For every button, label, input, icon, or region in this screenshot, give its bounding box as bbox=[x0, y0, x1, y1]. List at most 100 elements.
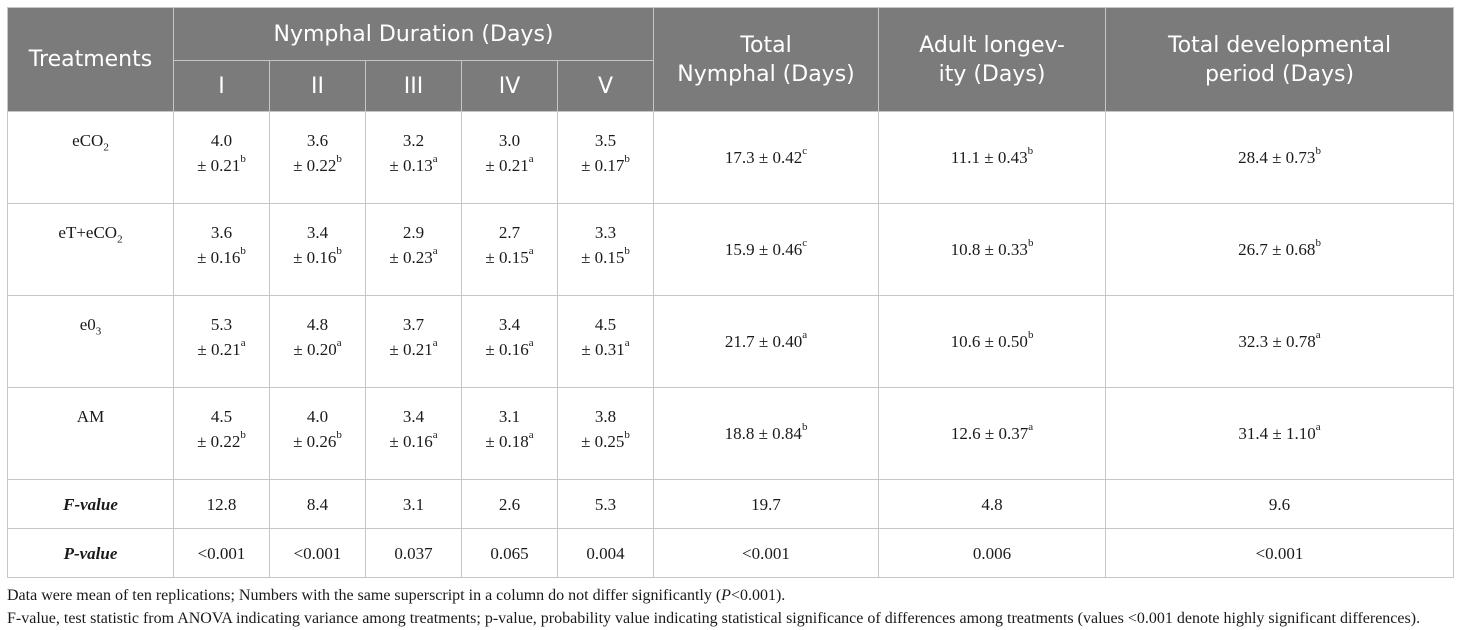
adult-longevity-cell-value: 10.8 ± 0.33 bbox=[950, 240, 1028, 259]
significance-letter: b bbox=[1315, 145, 1321, 158]
significance-letter: b bbox=[1027, 145, 1034, 158]
instar-se: ± 0.22 bbox=[197, 432, 241, 451]
significance-letter: b bbox=[336, 429, 342, 442]
significance-letter: b bbox=[240, 245, 246, 258]
instar-se: ± 0.16 bbox=[293, 248, 337, 267]
instar-cell: 3.0 ± 0.21a bbox=[461, 111, 558, 204]
header-nymphal-duration: Nymphal Duration (Days) bbox=[172, 7, 655, 61]
f-value-cell: 3.1 bbox=[365, 479, 462, 529]
f-value-cell: 12.8 bbox=[173, 479, 270, 529]
instar-cell: 3.2 ± 0.13a bbox=[365, 111, 462, 204]
instar-se: ± 0.23 bbox=[389, 248, 433, 267]
instar-se: ± 0.21 bbox=[389, 340, 433, 359]
significance-letter: b bbox=[336, 153, 342, 166]
header-adult-longevity: Adult longev-ity (Days) bbox=[878, 7, 1107, 112]
treatment-cell: AM bbox=[7, 387, 174, 480]
adult-longevity-cell: 10.6 ± 0.50b bbox=[878, 295, 1107, 388]
treatment-name: eCO bbox=[72, 131, 104, 150]
total-developmental-cell-value: 31.4 ± 1.10 bbox=[1238, 424, 1316, 443]
p-value-cell: <0.001 bbox=[1105, 528, 1455, 578]
treatment-name: e0 bbox=[79, 315, 96, 334]
instar-se: ± 0.18 bbox=[485, 432, 529, 451]
instar-mean: 2.9 bbox=[402, 223, 425, 242]
header-instar-ii: II bbox=[269, 60, 366, 112]
instar-se: ± 0.13 bbox=[389, 156, 433, 175]
instar-mean: 5.3 bbox=[210, 315, 233, 334]
header-instar-iii: III bbox=[365, 60, 462, 112]
instar-mean: 3.2 bbox=[402, 131, 425, 150]
instar-mean: 3.0 bbox=[498, 131, 521, 150]
instar-se: ± 0.31 bbox=[581, 340, 625, 359]
instar-se: ± 0.21 bbox=[197, 340, 241, 359]
instar-mean: 4.5 bbox=[594, 315, 617, 334]
treatment-cell: e03 bbox=[7, 295, 174, 388]
significance-letter: c bbox=[802, 145, 808, 158]
total-developmental-cell-value: 32.3 ± 0.78 bbox=[1238, 332, 1316, 351]
f-value-row: F-value 12.8 8.4 3.1 2.6 5.3 19.7 4.8 9.6 bbox=[7, 479, 1455, 529]
instar-mean: 3.6 bbox=[306, 131, 329, 150]
instar-se: ± 0.16 bbox=[389, 432, 433, 451]
significance-letter: b bbox=[1027, 329, 1034, 342]
total-nymphal-cell: 15.9 ± 0.46c bbox=[653, 203, 880, 296]
data-table: Treatments Nymphal Duration (Days) Total… bbox=[7, 7, 1455, 578]
instar-cell: 3.3 ± 0.15b bbox=[556, 203, 655, 296]
instar-cell: 4.8 ± 0.20a bbox=[269, 295, 366, 388]
instar-cell: 3.8 ± 0.25b bbox=[556, 387, 655, 480]
total-nymphal-cell: 18.8 ± 0.84b bbox=[653, 387, 880, 480]
significance-letter: a bbox=[624, 337, 630, 350]
instar-mean: 4.8 bbox=[306, 315, 329, 334]
significance-letter: a bbox=[802, 329, 808, 342]
table-body: eCO2 4.0 ± 0.21b 3.6 ± 0.22b 3.2 ± 0.13a 3.0 ± 0… bbox=[7, 111, 1455, 578]
significance-letter: b bbox=[240, 153, 246, 166]
header-instar-v: V bbox=[556, 60, 655, 112]
instar-se: ± 0.21 bbox=[485, 156, 529, 175]
f-value-cell: 9.6 bbox=[1105, 479, 1455, 529]
significance-letter: a bbox=[528, 337, 534, 350]
instar-cell: 3.4 ± 0.16a bbox=[461, 295, 558, 388]
treatment-subscript: 2 bbox=[103, 141, 109, 154]
significance-letter: b bbox=[624, 429, 630, 442]
table-container: Treatments Nymphal Duration (Days) Total… bbox=[7, 7, 1455, 630]
instar-se: ± 0.20 bbox=[293, 340, 337, 359]
significance-letter: b bbox=[624, 245, 630, 258]
significance-letter: a bbox=[1315, 421, 1321, 434]
table-footnote: Data were mean of ten replications; Numb… bbox=[7, 584, 1453, 630]
instar-cell: 3.7 ± 0.21a bbox=[365, 295, 462, 388]
instar-cell: 3.5 ± 0.17b bbox=[556, 111, 655, 204]
instar-se: ± 0.17 bbox=[581, 156, 625, 175]
instar-se: ± 0.15 bbox=[485, 248, 529, 267]
instar-cell: 4.5 ± 0.31a bbox=[556, 295, 655, 388]
total-nymphal-cell: 21.7 ± 0.40a bbox=[653, 295, 880, 388]
instar-se: ± 0.25 bbox=[581, 432, 625, 451]
p-value-label: P-value bbox=[7, 528, 174, 578]
treatment-cell: eT+eCO2 bbox=[7, 203, 174, 296]
significance-letter: a bbox=[336, 337, 342, 350]
instar-mean: 3.1 bbox=[498, 407, 521, 426]
significance-letter: a bbox=[528, 429, 534, 442]
p-value-cell: 0.004 bbox=[556, 528, 655, 578]
table-row: AM 4.5 ± 0.22b 4.0 ± 0.26b 3.4 ± 0.16a 3.1 ± 0.1… bbox=[7, 387, 1455, 480]
f-value-cell: 19.7 bbox=[653, 479, 880, 529]
header-total-nymphal: Total Nymphal (Days) bbox=[653, 7, 880, 112]
instar-mean: 3.5 bbox=[594, 131, 617, 150]
total-developmental-cell: 31.4 ± 1.10a bbox=[1105, 387, 1455, 480]
p-value-cell: <0.001 bbox=[653, 528, 880, 578]
adult-longevity-cell: 11.1 ± 0.43b bbox=[878, 111, 1107, 204]
header-treatments: Treatments bbox=[7, 7, 174, 112]
significance-letter: a bbox=[1028, 421, 1034, 434]
treatment-subscript: 3 bbox=[95, 325, 102, 338]
p-value-cell: 0.037 bbox=[365, 528, 462, 578]
instar-mean: 3.4 bbox=[402, 407, 425, 426]
total-developmental-cell-value: 26.7 ± 0.68 bbox=[1238, 240, 1316, 259]
footnote-line-2: F-value, test statistic from ANOVA indic… bbox=[7, 610, 1421, 627]
instar-mean: 3.6 bbox=[210, 223, 233, 242]
header-instar-iv: IV bbox=[461, 60, 558, 112]
instar-cell: 2.7 ± 0.15a bbox=[461, 203, 558, 296]
instar-se: ± 0.16 bbox=[197, 248, 241, 267]
instar-cell: 4.0 ± 0.26b bbox=[269, 387, 366, 480]
f-value-cell: 8.4 bbox=[269, 479, 366, 529]
total-nymphal-cell: 17.3 ± 0.42c bbox=[653, 111, 880, 204]
instar-mean: 2.7 bbox=[498, 223, 521, 242]
p-value-cell: <0.001 bbox=[173, 528, 270, 578]
instar-cell: 3.4 ± 0.16a bbox=[365, 387, 462, 480]
